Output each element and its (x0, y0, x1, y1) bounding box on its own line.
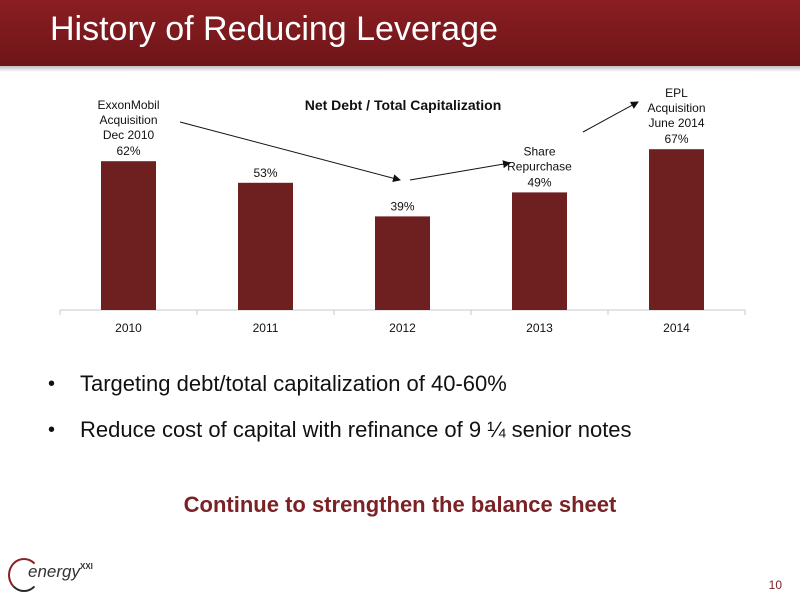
arrow-2010-to-2012 (179, 121, 401, 183)
data-label-2011: 53% (253, 166, 277, 180)
bullet-text: Targeting debt/total capitalization of 4… (80, 371, 507, 396)
bar-2013 (512, 192, 567, 310)
data-label-2014: 67% (664, 132, 688, 146)
labels-layer: 2010 62% ExxonMobil Acquisition Dec 2010 2011… (97, 86, 705, 335)
title-bar: History of Reducing Leverage (0, 0, 800, 66)
arrow-2012-to-2013 (409, 160, 511, 181)
bullet-dot: • (48, 419, 56, 441)
bullet-item: • Reduce cost of capital with refinance … (48, 414, 632, 460)
annotation-arrows (179, 101, 639, 183)
logo-text: energyXXI (28, 562, 93, 582)
tick-label-2011: 2011 (253, 321, 279, 335)
annotation-2014: EPL Acquisition June 2014 (647, 86, 705, 130)
bullet-dot: • (48, 373, 56, 395)
data-label-2012: 39% (390, 199, 414, 213)
bullet-text: Reduce cost of capital with refinance of… (80, 417, 632, 442)
logo-wordmark: energy (28, 562, 80, 581)
annotation-2010: ExxonMobil Acquisition Dec 2010 (97, 98, 159, 142)
tick-label-2014: 2014 (663, 321, 690, 335)
bar-2010 (101, 161, 156, 310)
data-label-2010: 62% (116, 144, 140, 158)
annotation-2013: Share Repurchase (507, 144, 572, 173)
logo-swoosh-icon (8, 558, 40, 592)
bar-2014 (649, 149, 704, 310)
bullet-item: • Targeting debt/total capitalization of… (48, 368, 632, 414)
title-bar-shadow (0, 66, 800, 72)
bullet-list: • Targeting debt/total capitalization of… (48, 368, 632, 460)
page-number: 10 (768, 578, 782, 592)
arrow-2013-to-2014 (582, 101, 639, 133)
tick-label-2013: 2013 (526, 321, 553, 335)
slide-title: History of Reducing Leverage (50, 10, 498, 48)
chart-title: Net Debt / Total Capitalization (305, 97, 502, 113)
tick-label-2012: 2012 (389, 321, 416, 335)
tick-label-2010: 2010 (115, 321, 142, 335)
logo-superscript: XXI (79, 562, 93, 571)
bar-2012 (375, 216, 430, 310)
bar-2011 (238, 182, 293, 310)
tagline: Continue to strengthen the balance sheet (183, 492, 617, 517)
energy-xxi-logo: energyXXI (8, 558, 98, 592)
net-debt-chart: Net Debt / Total Capitalization 2010 62% E… (59, 86, 746, 335)
bars-layer (59, 149, 746, 315)
data-label-2013: 49% (527, 175, 551, 189)
